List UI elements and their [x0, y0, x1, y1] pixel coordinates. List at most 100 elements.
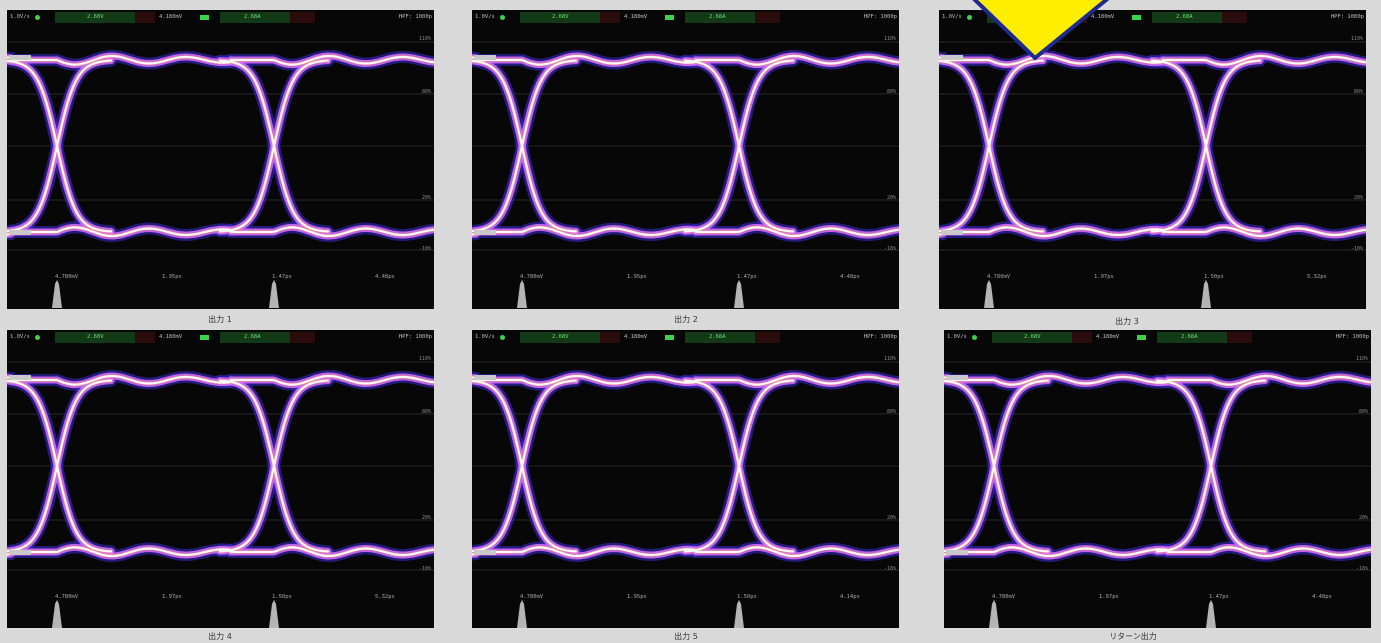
- jitter-histogram: [984, 280, 994, 308]
- status-led-icon: [500, 335, 505, 340]
- status-mid2: 4.180mV: [159, 14, 183, 20]
- status-box: [1222, 12, 1247, 23]
- eye-trace: [1155, 379, 1267, 553]
- level-label: -10%: [418, 246, 431, 252]
- measurement-readout: 1.47ps: [1209, 594, 1229, 600]
- status-box: [755, 12, 780, 23]
- eye-trace: [472, 374, 899, 386]
- status-mid1: 2.68V: [87, 334, 104, 340]
- level-label: -10%: [1355, 566, 1368, 572]
- status-right: HPF: 1000p: [863, 334, 897, 340]
- eye-trace: [7, 59, 113, 233]
- status-box: [290, 332, 315, 343]
- level-label: 20%: [421, 515, 431, 521]
- status-mid1: 2.68V: [87, 14, 104, 20]
- level-label: 110%: [418, 356, 431, 362]
- level-label: 110%: [883, 356, 896, 362]
- marker-bottom: [9, 550, 31, 555]
- scope-status-bar: 1.0V/s 2.68V 4.180mV 2.68A HPF: 1000p: [7, 330, 434, 344]
- status-left: 1.0V/s: [942, 14, 962, 20]
- status-mid2: 4.180mV: [1096, 334, 1120, 340]
- down-arrow-icon: [972, 0, 1110, 61]
- status-left: 1.0V/s: [10, 334, 30, 340]
- marker-top: [474, 375, 496, 380]
- status-box: [220, 332, 290, 343]
- status-bar-icon: [200, 15, 209, 20]
- status-led-icon: [967, 15, 972, 20]
- status-box: [55, 12, 135, 23]
- level-label: 80%: [421, 89, 431, 95]
- level-label: -10%: [1350, 246, 1363, 252]
- status-box: [220, 12, 290, 23]
- measurement-readout: 5.32ps: [1307, 274, 1327, 280]
- status-mid1: 2.68V: [1024, 334, 1041, 340]
- eye-panel-1: 1.0V/s 2.68V 4.180mV 2.68A HPF: 1000p 110…: [7, 10, 434, 309]
- status-box: [1072, 332, 1092, 343]
- status-box: [685, 332, 755, 343]
- marker-top: [474, 55, 496, 60]
- status-right: HPF: 1000p: [398, 14, 432, 20]
- jitter-histogram: [269, 600, 279, 628]
- status-box: [992, 332, 1072, 343]
- level-label: 80%: [1358, 409, 1368, 415]
- level-label: 20%: [886, 515, 896, 521]
- level-label: 20%: [1358, 515, 1368, 521]
- level-label: 110%: [883, 36, 896, 42]
- eye-panel-6: 1.0V/s 2.68V 4.180mV 2.68A HPF: 1000p 110…: [944, 330, 1371, 628]
- measurement-readout: 4.48ps: [375, 274, 395, 280]
- status-box: [755, 332, 780, 343]
- eye-trace: [683, 59, 795, 233]
- marker-bottom: [474, 550, 496, 555]
- jitter-histogram: [517, 280, 527, 308]
- eye-diagram: [944, 361, 1371, 628]
- level-label: -10%: [418, 566, 431, 572]
- level-label: 80%: [886, 89, 896, 95]
- status-left: 1.0V/s: [475, 334, 495, 340]
- marker-top: [941, 55, 963, 60]
- measurement-readout: 1.47ps: [737, 274, 757, 280]
- caption-output-5: 出力 5: [674, 632, 698, 641]
- status-mid1: 2.68V: [552, 334, 569, 340]
- eye-diagram: [7, 361, 434, 628]
- measurement-readout: 4.780mV: [55, 274, 79, 280]
- scope-status-bar: 1.0V/s 2.68V 4.180mV 2.68A HPF: 1000p: [7, 10, 434, 24]
- status-right: HPF: 1000p: [1330, 14, 1364, 20]
- marker-bottom: [941, 230, 963, 235]
- measurement-readout: 1.50ps: [1204, 274, 1224, 280]
- measurement-readout: 1.50ps: [272, 594, 292, 600]
- status-bar-icon: [200, 335, 209, 340]
- jitter-histogram: [269, 280, 279, 308]
- status-box: [290, 12, 315, 23]
- eye-trace: [944, 374, 1371, 386]
- jitter-histogram: [1201, 280, 1211, 308]
- eye-trace: [472, 546, 899, 558]
- status-bar-icon: [665, 15, 674, 20]
- eye-trace: [944, 546, 1371, 558]
- eye-trace: [939, 59, 1045, 233]
- marker-bottom: [474, 230, 496, 235]
- measurement-readout: 1.47ps: [272, 274, 292, 280]
- status-mid3: 2.68A: [1181, 334, 1198, 340]
- status-left: 1.0V/s: [10, 14, 30, 20]
- eye-diagram: [472, 361, 899, 628]
- scope-status-bar: 1.0V/s 2.68V 4.180mV 2.68A HPF: 1000p: [944, 330, 1371, 344]
- measurement-readout: 1.95ps: [627, 274, 647, 280]
- level-label: 80%: [886, 409, 896, 415]
- measurement-readout: 4.48ps: [1312, 594, 1332, 600]
- level-label: -10%: [883, 246, 896, 252]
- level-label: 20%: [886, 195, 896, 201]
- status-box: [1227, 332, 1252, 343]
- jitter-histogram: [52, 600, 62, 628]
- eye-trace: [7, 374, 434, 386]
- eye-trace: [472, 59, 578, 233]
- level-label: 20%: [421, 195, 431, 201]
- eye-diagram: [939, 41, 1366, 308]
- status-led-icon: [972, 335, 977, 340]
- eye-trace: [683, 379, 795, 553]
- caption-return-output: リターン出力: [1109, 632, 1157, 641]
- status-box: [600, 332, 620, 343]
- level-label: 80%: [1353, 89, 1363, 95]
- measurement-readout: 1.97ps: [1099, 594, 1119, 600]
- eye-trace: [218, 59, 330, 233]
- level-label: 110%: [418, 36, 431, 42]
